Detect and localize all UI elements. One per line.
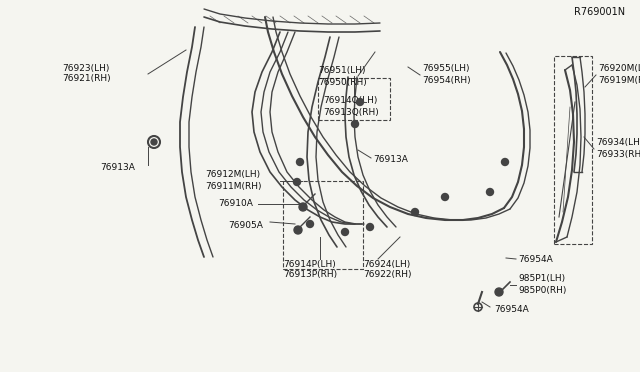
Circle shape — [307, 221, 314, 228]
Text: 76919M(RH): 76919M(RH) — [598, 76, 640, 84]
Circle shape — [442, 193, 449, 201]
Text: 76920M(LH): 76920M(LH) — [598, 64, 640, 74]
Circle shape — [294, 179, 301, 186]
Text: 76912M(LH): 76912M(LH) — [205, 170, 260, 180]
Text: 76924(LH): 76924(LH) — [363, 260, 410, 269]
Circle shape — [342, 228, 349, 235]
Text: 76922(RH): 76922(RH) — [363, 270, 412, 279]
Text: 76913Q(RH): 76913Q(RH) — [323, 108, 379, 116]
Text: 76954(RH): 76954(RH) — [422, 76, 470, 84]
Text: 76955(LH): 76955(LH) — [422, 64, 470, 74]
Bar — [554, 56, 592, 244]
Circle shape — [502, 158, 509, 166]
Text: 76954A: 76954A — [518, 256, 553, 264]
Circle shape — [151, 139, 157, 145]
Text: 76934(LH): 76934(LH) — [596, 138, 640, 148]
Circle shape — [296, 158, 303, 166]
Text: 76951(LH): 76951(LH) — [318, 67, 365, 76]
Circle shape — [351, 121, 358, 128]
Circle shape — [294, 226, 302, 234]
Text: 76911M(RH): 76911M(RH) — [205, 182, 262, 190]
Text: R769001N: R769001N — [574, 7, 625, 17]
Text: 76933(RH): 76933(RH) — [596, 150, 640, 158]
Text: 985P1(LH): 985P1(LH) — [518, 275, 565, 283]
Text: 76950(RH): 76950(RH) — [318, 77, 367, 87]
Text: 76913A: 76913A — [373, 155, 408, 164]
Circle shape — [412, 208, 419, 215]
Text: 985P0(RH): 985P0(RH) — [518, 285, 566, 295]
Circle shape — [495, 288, 503, 296]
Text: 76923(LH): 76923(LH) — [62, 64, 109, 73]
Text: 76914P(LH): 76914P(LH) — [283, 260, 336, 269]
Text: 76913P(RH): 76913P(RH) — [283, 270, 337, 279]
Circle shape — [367, 224, 374, 231]
Text: 76914Q(LH): 76914Q(LH) — [323, 96, 378, 106]
Text: 76913A: 76913A — [100, 163, 135, 171]
Text: 76954A: 76954A — [494, 305, 529, 314]
Text: 76910A: 76910A — [218, 199, 253, 208]
Circle shape — [486, 189, 493, 196]
Text: 76921(RH): 76921(RH) — [62, 74, 111, 83]
Circle shape — [356, 99, 364, 106]
Text: 76905A: 76905A — [228, 221, 263, 230]
Bar — [283, 181, 363, 269]
Circle shape — [299, 203, 307, 211]
Bar — [318, 78, 390, 120]
